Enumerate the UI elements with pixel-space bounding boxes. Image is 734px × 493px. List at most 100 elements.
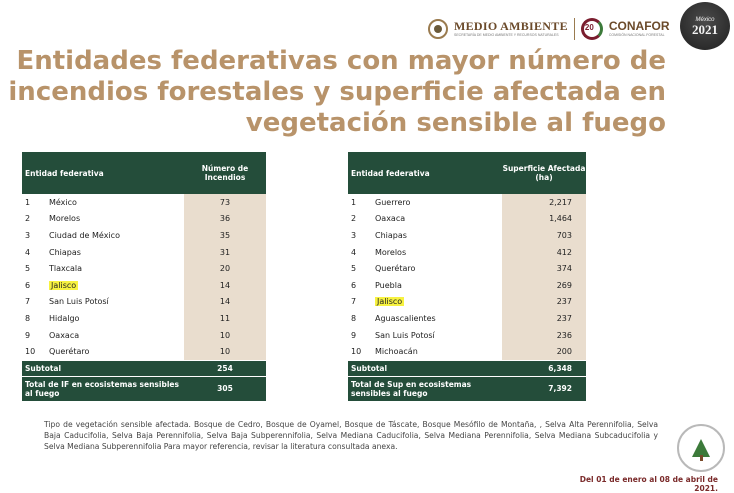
year-badge-small: México xyxy=(695,16,715,23)
value-cell: 200 xyxy=(502,343,586,361)
conafor-logo-text: CONAFOR COMISIÓN NACIONAL FORESTAL xyxy=(609,20,670,38)
table-row: 6 Jalisco 14 xyxy=(22,276,266,294)
entity-name: Guerrero xyxy=(375,197,411,207)
value-cell: 237 xyxy=(502,293,586,311)
rank-cell: 3 xyxy=(25,230,31,240)
value-cell: 20 xyxy=(184,260,266,277)
header-logos: MEDIO AMBIENTE SECRETARÍA DE MEDIO AMBIE… xyxy=(428,14,670,44)
table-row: 3 Chiapas 703 xyxy=(348,227,586,244)
table-row: 6 Puebla 269 xyxy=(348,276,586,294)
value-cell: 73 xyxy=(184,194,266,211)
entity-cell: Puebla xyxy=(375,277,502,294)
fires-count-table: Entidad federativa Número de Incendios 1… xyxy=(22,152,266,401)
column-header-entity: Entidad federativa xyxy=(348,152,502,194)
entity-cell: Ciudad de México xyxy=(49,227,184,244)
table-row: 5 Tlaxcala 20 xyxy=(22,260,266,277)
gov-logo-text: MEDIO AMBIENTE SECRETARÍA DE MEDIO AMBIE… xyxy=(454,20,568,38)
rank-cell: 1 xyxy=(351,197,357,207)
entity-cell: México xyxy=(49,194,184,211)
entity-cell: Jalisco xyxy=(375,294,502,311)
rank-cell: 1 xyxy=(25,197,31,207)
area-table-body: 1 Guerrero 2,217 2 Oaxaca 1,464 3 Chiapas 703 4 Mo… xyxy=(348,194,586,361)
entity-cell: Michoacán xyxy=(375,343,502,360)
affected-area-table: Entidad federativa Superficie Afectada (… xyxy=(348,152,586,401)
entity-name-highlighted: Jalisco xyxy=(49,280,79,290)
year-badge-year: 2021 xyxy=(692,21,718,37)
entity-name: Chiapas xyxy=(375,230,407,240)
rank-cell: 10 xyxy=(351,347,362,357)
date-range: Del 01 de enero al 08 de abril de 2021. xyxy=(579,475,718,493)
entity-name: Morelos xyxy=(49,214,81,224)
conafor-subtitle: COMISIÓN NACIONAL FORESTAL xyxy=(608,33,665,38)
subtotal-row: Subtotal 6,348 xyxy=(348,359,586,377)
subtotal-row: Subtotal 254 xyxy=(22,359,266,377)
value-cell: 10 xyxy=(184,326,266,344)
entity-cell: Chiapas xyxy=(49,244,184,261)
table-row: 8 Aguascalientes 237 xyxy=(348,310,586,327)
subtotal-value: 254 xyxy=(184,359,266,377)
entity-cell: Chiapas xyxy=(375,227,502,244)
table-row: 7 San Luis Potosí 14 xyxy=(22,293,266,311)
value-cell: 237 xyxy=(502,310,586,327)
table-row: 9 San Luis Potosí 236 xyxy=(348,326,586,344)
value-cell: 236 xyxy=(502,326,586,344)
value-cell: 14 xyxy=(184,293,266,311)
value-cell: 1,464 xyxy=(502,210,586,228)
entity-cell: Jalisco xyxy=(49,277,184,294)
page-title: Entidades federativas con mayor número d… xyxy=(8,46,666,138)
value-cell: 14 xyxy=(184,276,266,294)
table-header-row: Entidad federativa Número de Incendios xyxy=(22,152,266,194)
entity-name: Tlaxcala xyxy=(49,264,83,274)
rank-cell: 8 xyxy=(25,313,31,323)
rank-cell: 2 xyxy=(351,214,357,224)
entity-name: Querétaro xyxy=(49,347,90,357)
value-cell: 269 xyxy=(502,276,586,294)
forest-seal-icon xyxy=(677,424,725,472)
rank-cell: 5 xyxy=(25,264,31,274)
rank-cell: 7 xyxy=(25,297,31,307)
entity-cell: Aguascalientes xyxy=(375,310,502,327)
column-header-area: Superficie Afectada (ha) xyxy=(502,152,586,194)
table-header-row: Entidad federativa Superficie Afectada (… xyxy=(348,152,586,194)
total-label: Total de Sup en ecosistemas sensibles al… xyxy=(348,375,502,401)
value-cell: 412 xyxy=(502,243,586,261)
entity-name: Hidalgo xyxy=(49,313,80,323)
rank-cell: 5 xyxy=(351,264,357,274)
table-row: 2 Oaxaca 1,464 xyxy=(348,210,586,228)
entity-name: Ciudad de México xyxy=(49,230,120,240)
value-cell: 31 xyxy=(184,243,266,261)
entity-name: San Luis Potosí xyxy=(375,330,435,340)
table-row: 10 Michoacán 200 xyxy=(348,343,586,361)
government-seal-icon xyxy=(428,19,448,39)
table-row: 4 Morelos 412 xyxy=(348,243,586,261)
value-cell: 703 xyxy=(502,227,586,244)
gov-subtitle: SECRETARÍA DE MEDIO AMBIENTE Y RECURSOS … xyxy=(454,33,559,38)
table-row: 4 Chiapas 31 xyxy=(22,243,266,261)
total-label: Total de IF en ecosistemas sensibles al … xyxy=(22,375,184,401)
column-header-entity: Entidad federativa xyxy=(22,152,184,194)
entity-name-highlighted: Jalisco xyxy=(375,297,405,307)
subtotal-value: 6,348 xyxy=(502,359,586,377)
table-row: 8 Hidalgo 11 xyxy=(22,310,266,327)
rank-cell: 10 xyxy=(25,347,36,357)
table-row: 7 Jalisco 237 xyxy=(348,293,586,311)
rank-cell: 8 xyxy=(351,313,357,323)
total-value: 7,392 xyxy=(502,375,586,401)
entity-cell: Guerrero xyxy=(375,194,502,211)
rank-cell: 2 xyxy=(25,214,31,224)
year-badge-logo: México 2021 xyxy=(680,2,730,50)
table-row: 1 México 73 xyxy=(22,194,266,211)
value-cell: 35 xyxy=(184,227,266,244)
entity-name: Michoacán xyxy=(375,347,418,357)
table-row: 2 Morelos 36 xyxy=(22,210,266,228)
entity-name: Oaxaca xyxy=(375,214,406,224)
conafor-years: 20 xyxy=(584,23,594,32)
vegetation-note: Tipo de vegetación sensible afectada. Bo… xyxy=(44,420,658,451)
entity-cell: Querétaro xyxy=(375,260,502,277)
subtotal-label: Subtotal xyxy=(22,359,184,377)
table-row: 1 Guerrero 2,217 xyxy=(348,194,586,211)
entity-cell: Morelos xyxy=(375,244,502,261)
entity-cell: Oaxaca xyxy=(375,211,502,228)
rank-cell: 4 xyxy=(25,247,31,257)
entity-cell: San Luis Potosí xyxy=(49,294,184,311)
